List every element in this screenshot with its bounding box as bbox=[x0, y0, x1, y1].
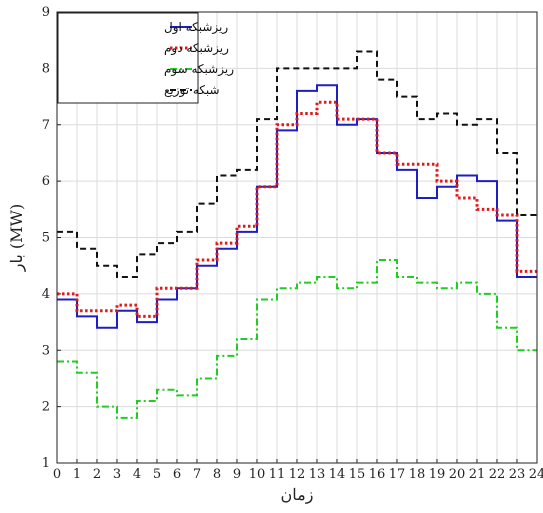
y-tick-label: 6 bbox=[42, 174, 50, 189]
x-tick-label: 17 bbox=[389, 467, 406, 482]
x-tick-label: 23 bbox=[509, 467, 526, 482]
x-tick-label: 20 bbox=[449, 467, 466, 482]
y-tick-label: 2 bbox=[42, 400, 50, 415]
legend: ریزشبکه اول ریزشبکه دوم ریزشبکه سوم شبکه تو… bbox=[57, 12, 234, 104]
tick-labels: 0 1 2 3 4 5 6 7 8 9 10 11 12 13 14 15 16 17 18 19 20 21 22 23 24… bbox=[42, 5, 543, 482]
x-tick-label: 8 bbox=[213, 467, 221, 482]
y-tick-label: 5 bbox=[42, 231, 50, 246]
x-tick-label: 11 bbox=[269, 467, 286, 482]
legend-entry-label: ریزشبکه سوم bbox=[164, 62, 234, 77]
legend-entry-label: ریزشبکه دوم bbox=[164, 41, 229, 56]
x-tick-label: 22 bbox=[489, 467, 506, 482]
x-tick-label: 16 bbox=[369, 467, 386, 482]
x-tick-label: 24 bbox=[529, 467, 543, 482]
series-line-3 bbox=[57, 259, 537, 419]
x-tick-label: 12 bbox=[289, 467, 306, 482]
y-tick-label: 8 bbox=[42, 61, 50, 76]
x-tick-label: 6 bbox=[173, 467, 181, 482]
x-tick-label: 2 bbox=[93, 467, 101, 482]
series-line-4 bbox=[57, 50, 537, 278]
x-tick-label: 0 bbox=[53, 467, 61, 482]
y-tick-label: 1 bbox=[42, 456, 50, 471]
x-tick-label: 10 bbox=[249, 467, 266, 482]
x-tick-label: 1 bbox=[73, 467, 81, 482]
y-tick-label: 4 bbox=[42, 287, 50, 302]
series-line-2 bbox=[57, 100, 537, 318]
legend-entry-label: شبکه توزیع bbox=[164, 83, 220, 98]
plot-frame bbox=[56, 11, 538, 464]
x-tick-label: 9 bbox=[233, 467, 241, 482]
x-tick-label: 4 bbox=[133, 467, 141, 482]
x-tick-label: 19 bbox=[429, 467, 446, 482]
x-tick-label: 5 bbox=[153, 467, 161, 482]
x-tick-label: 18 bbox=[409, 467, 426, 482]
series-group bbox=[57, 50, 537, 419]
y-tick-label: 7 bbox=[42, 118, 50, 133]
x-tick-label: 7 bbox=[193, 467, 201, 482]
legend-entry-label: ریزشبکه اول bbox=[164, 20, 228, 35]
y-tick-label: 9 bbox=[42, 5, 50, 20]
x-tick-label: 15 bbox=[349, 467, 366, 482]
x-tick-label: 21 bbox=[469, 467, 486, 482]
x-axis-label: زمان bbox=[281, 485, 314, 504]
x-tick-label: 3 bbox=[113, 467, 121, 482]
x-tick-label: 14 bbox=[329, 467, 346, 482]
y-axis-label: بار (MW) bbox=[7, 204, 26, 272]
x-tick-label: 13 bbox=[309, 467, 326, 482]
y-tick-label: 3 bbox=[42, 343, 50, 358]
